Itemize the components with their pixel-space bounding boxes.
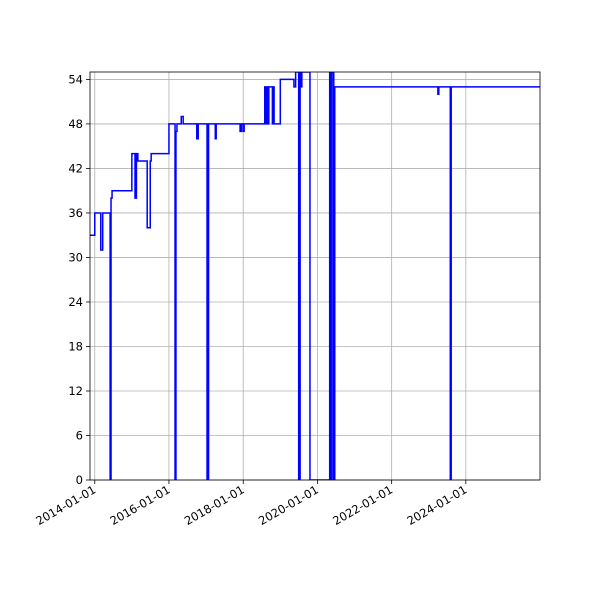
x-tick-label: 2018-01-01 — [182, 482, 247, 528]
x-tick-label: 2022-01-01 — [330, 482, 395, 528]
y-axis: 0 6 12 18 24 30 36 42 48 54 — [68, 72, 90, 487]
x-tick-label: 2024-01-01 — [404, 482, 469, 528]
y-tick-label: 48 — [68, 117, 83, 131]
series-line — [90, 72, 540, 480]
y-tick-label: 0 — [76, 473, 83, 487]
y-tick-label: 36 — [68, 206, 83, 220]
x-tick-label: 2016-01-01 — [108, 482, 173, 528]
y-tick-label: 18 — [68, 339, 83, 353]
x-tick-label: 2014-01-01 — [33, 482, 98, 528]
y-tick-label: 12 — [68, 384, 83, 398]
y-tick-label: 30 — [68, 250, 83, 264]
x-axis: 2014-01-01 2016-01-01 2018-01-01 2020-01-01… — [33, 480, 469, 528]
plot-frame — [89, 71, 541, 481]
series-layer — [90, 72, 540, 480]
y-tick-label: 6 — [76, 428, 83, 442]
y-tick-label: 42 — [68, 161, 83, 175]
x-tick-label: 2020-01-01 — [256, 482, 321, 528]
y-tick-label: 24 — [68, 295, 83, 309]
y-tick-label: 54 — [68, 72, 83, 86]
grid-lines — [90, 72, 540, 481]
